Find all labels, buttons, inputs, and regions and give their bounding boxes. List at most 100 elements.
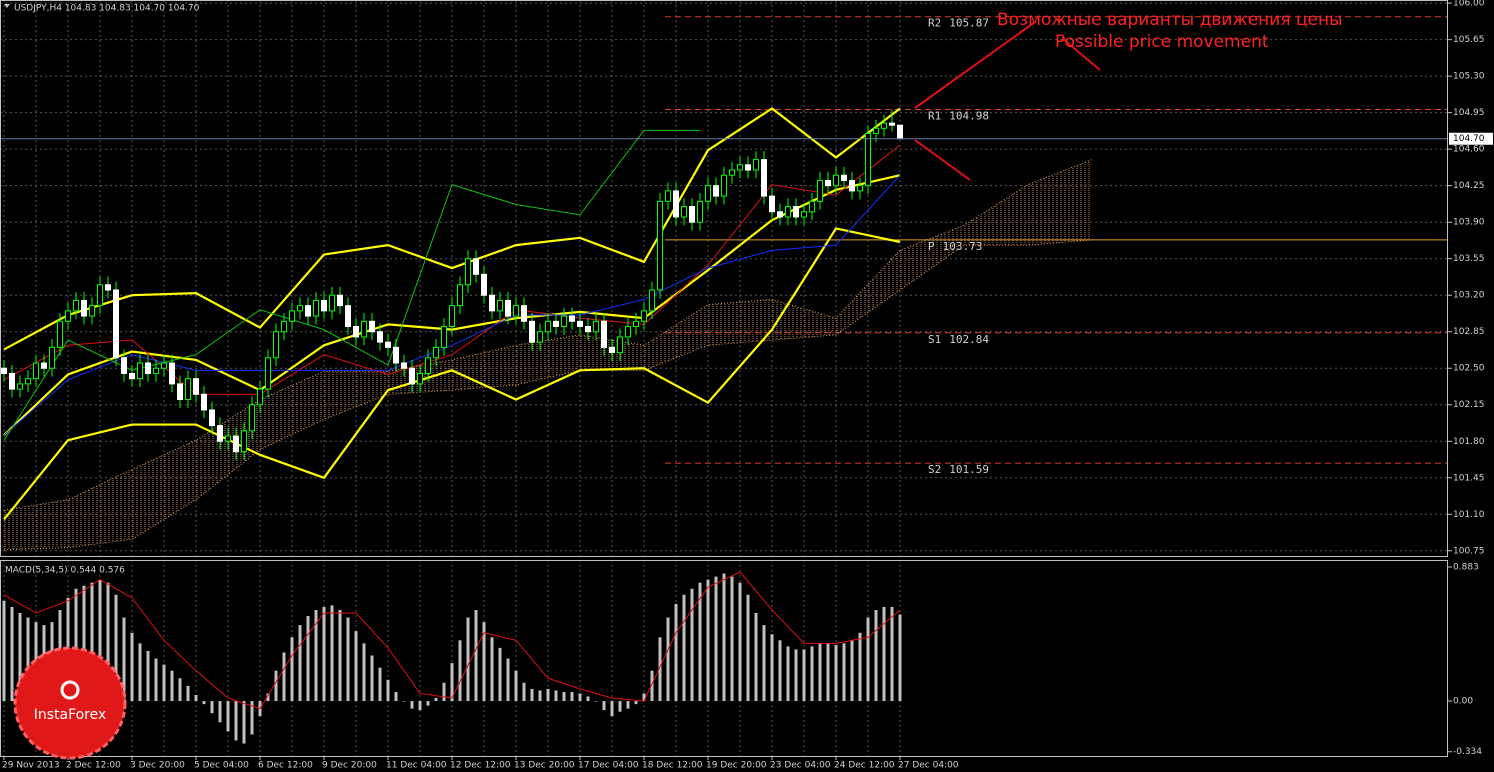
candle-body <box>569 315 575 322</box>
x-tick-label: 19 Dec 20:00 <box>706 761 767 771</box>
candle-body <box>377 331 383 343</box>
candle-body <box>49 346 55 369</box>
candle-body <box>337 294 343 307</box>
y-tick-label: 0.883 <box>1453 563 1479 573</box>
candle-body <box>137 362 143 380</box>
macd-bar <box>130 632 134 702</box>
candle-body <box>281 320 287 333</box>
macd-bar <box>474 609 478 702</box>
candle-body <box>769 195 775 213</box>
macd-bar <box>874 609 878 702</box>
macd-bar <box>250 701 254 735</box>
macd-bar <box>610 701 614 717</box>
candle-body <box>425 357 431 374</box>
candle-body <box>857 185 863 192</box>
candle-body <box>513 305 519 317</box>
candle-body <box>273 331 279 359</box>
macd-bar <box>162 664 166 702</box>
macd-bar <box>146 650 150 702</box>
arrow-up-tail <box>1061 37 1101 71</box>
macd-bar <box>186 685 190 702</box>
macd-bar <box>698 582 702 702</box>
candle-body <box>873 127 879 135</box>
y-tick-label: 101.45 <box>1453 473 1485 483</box>
candle-body <box>169 362 175 385</box>
candle-body <box>585 326 591 333</box>
candle-body <box>297 305 303 312</box>
macd-bar <box>434 698 438 702</box>
macd-bar <box>330 605 334 702</box>
macd-bar <box>74 588 78 702</box>
candle-body <box>825 179 831 187</box>
macd-bar <box>498 647 502 702</box>
candle-body <box>89 305 95 317</box>
macd-bar <box>602 701 606 711</box>
macd-bar <box>898 614 902 702</box>
macd-bar <box>82 585 86 702</box>
candle-body <box>737 164 743 171</box>
candle-body <box>409 367 415 385</box>
candle-body <box>553 320 559 328</box>
indicator-line <box>3 144 901 395</box>
candle-body <box>641 310 647 322</box>
macd-bar <box>754 613 758 702</box>
y-tick-label: 105.65 <box>1453 35 1485 45</box>
y-tick-label: 103.55 <box>1453 254 1485 264</box>
pivot-name: S1 <box>928 333 941 346</box>
candle-body <box>465 258 471 286</box>
last-price-box <box>1449 132 1493 145</box>
x-tick-label: 13 Dec 20:00 <box>514 761 575 771</box>
macd-bar <box>618 701 622 712</box>
candle-body <box>57 320 63 348</box>
macd-bar <box>394 691 398 702</box>
pivot-value: 104.98 <box>949 110 989 123</box>
macd-bar <box>890 606 894 702</box>
macd-bar <box>802 649 806 702</box>
candle-body <box>105 284 111 291</box>
macd-bar <box>386 679 390 702</box>
macd-bar <box>138 643 142 702</box>
candle-body <box>657 200 663 291</box>
candle-body <box>849 179 855 192</box>
macd-bar <box>850 640 854 702</box>
candle-body <box>577 320 583 328</box>
candle-body <box>321 299 327 312</box>
candle-body <box>241 430 247 453</box>
macd-bar <box>482 622 486 702</box>
candle-body <box>257 388 263 406</box>
indicator-line <box>3 227 901 521</box>
macd-bar <box>114 594 118 702</box>
candle-body <box>33 362 39 380</box>
macd-bar <box>658 637 662 702</box>
candle-body <box>289 310 295 322</box>
candle-body <box>265 357 271 390</box>
macd-bar <box>506 658 510 702</box>
macd-bar <box>370 655 374 702</box>
macd-bar <box>210 701 214 714</box>
macd-bar <box>666 617 670 702</box>
candle-body <box>249 404 255 432</box>
macd-bar <box>642 693 646 702</box>
y-tick-label: 102.50 <box>1453 364 1485 374</box>
candle-body <box>593 320 599 333</box>
indicator-line <box>3 174 901 436</box>
macd-bar <box>626 701 630 709</box>
candle-body <box>665 190 671 202</box>
macd-bar <box>274 670 278 702</box>
candle-body <box>689 206 695 223</box>
macd-bar <box>882 606 886 702</box>
macd-bar <box>450 663 454 702</box>
candle-body <box>601 320 607 348</box>
y-tick-label: 104.25 <box>1453 181 1485 191</box>
y-tick-label: 103.90 <box>1453 218 1485 228</box>
logo-badge <box>13 646 127 760</box>
macd-bar <box>282 652 286 702</box>
candle-body <box>817 179 823 202</box>
x-tick-label: 12 Dec 12:00 <box>450 761 511 771</box>
indicator-line <box>3 107 901 351</box>
macd-bar <box>170 670 174 702</box>
candle-body <box>777 211 783 218</box>
candle-body <box>609 346 615 354</box>
candle-body <box>385 341 391 348</box>
